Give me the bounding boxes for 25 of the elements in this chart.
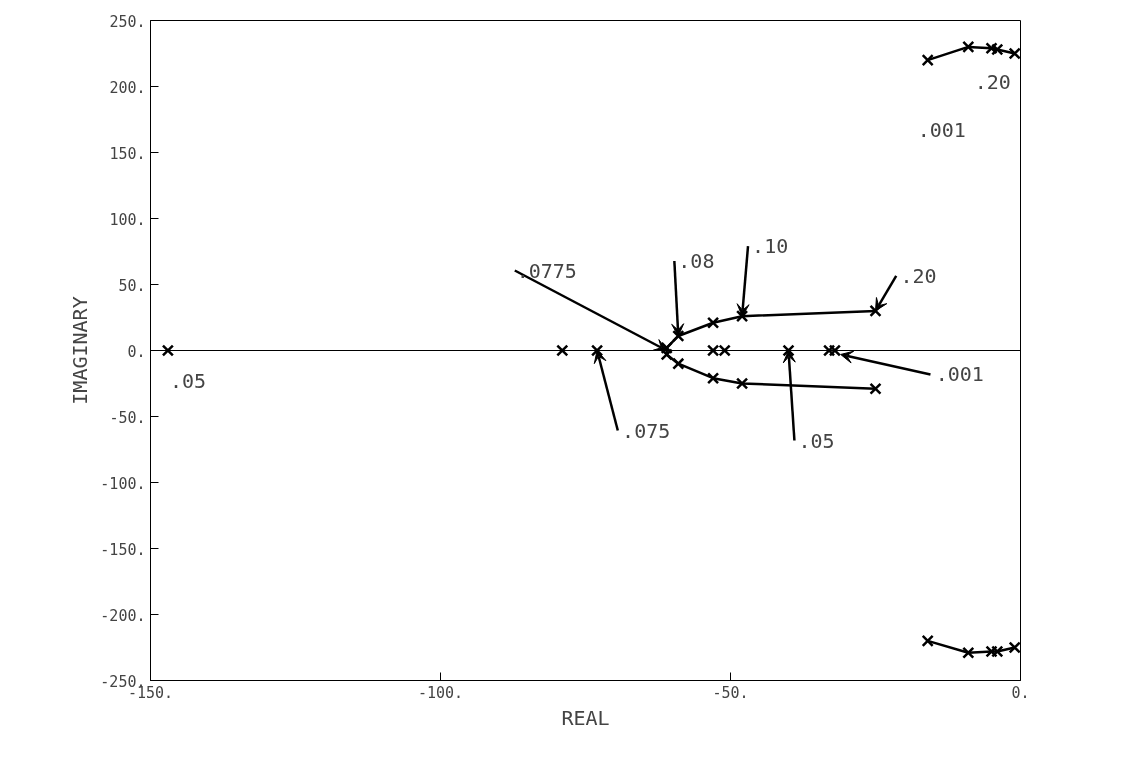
- annotation: .075: [622, 418, 671, 443]
- annotation: .20: [900, 263, 937, 288]
- y-tick-label: -150.: [100, 540, 146, 559]
- x-tick-label: -100.: [417, 683, 464, 702]
- annotation: .08: [678, 248, 715, 273]
- annotation: .10: [752, 234, 789, 259]
- annotation: .05: [798, 428, 835, 453]
- y-tick-label: 250.: [109, 12, 146, 31]
- annotation: .0775: [516, 258, 577, 283]
- annotation: .05: [169, 368, 207, 393]
- y-axis-title: IMAGINARY: [68, 296, 93, 405]
- x-tick-label: 0.: [1011, 683, 1030, 702]
- y-tick-label: 200.: [109, 78, 146, 97]
- annotation: .001: [917, 118, 966, 143]
- x-axis-title: REAL: [561, 705, 610, 730]
- y-tick-label: 50.: [118, 276, 146, 295]
- annotation: .001: [935, 362, 984, 387]
- y-tick-label: 150.: [109, 144, 146, 163]
- x-tick-label: -50.: [712, 683, 749, 702]
- annotation: .20: [974, 69, 1011, 94]
- y-tick-label: 0.: [127, 342, 146, 361]
- y-tick-label: -50.: [109, 408, 146, 427]
- y-tick-label: 100.: [109, 210, 146, 229]
- y-tick-label: -100.: [100, 474, 146, 493]
- y-tick-label: -200.: [100, 606, 146, 625]
